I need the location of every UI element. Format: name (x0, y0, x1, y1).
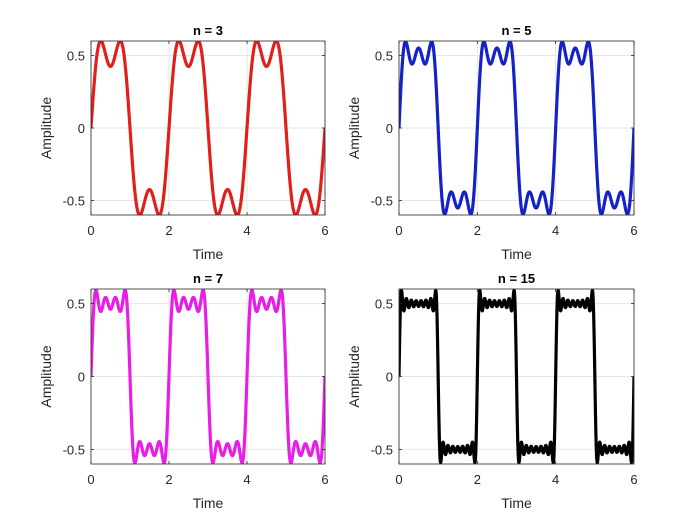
y-tick-label: -0.5 (63, 442, 85, 457)
y-tick-label: 0 (78, 370, 85, 385)
y-tick-label: 0.5 (375, 297, 393, 312)
x-tick-label: 2 (474, 472, 481, 487)
x-tick-label: 6 (321, 223, 328, 238)
y-tick-label: 0.5 (67, 297, 85, 312)
y-tick-label: 0 (386, 370, 393, 385)
x-tick-label: 4 (243, 223, 250, 238)
series-line (91, 41, 325, 215)
y-axis-label: Amplitude (346, 97, 362, 159)
y-axis-label: Amplitude (38, 97, 54, 159)
series-line (399, 41, 634, 215)
x-tick-label: 0 (395, 472, 402, 487)
x-tick-label: 2 (165, 472, 172, 487)
y-tick-label: -0.5 (371, 442, 393, 457)
x-tick-label: 2 (165, 223, 172, 238)
y-tick-label: -0.5 (371, 194, 393, 209)
y-tick-label: 0 (78, 121, 85, 136)
series-line (91, 289, 325, 464)
subplot-title: n = 5 (502, 23, 532, 38)
y-axis-label: Amplitude (38, 345, 54, 407)
y-tick-label: -0.5 (63, 194, 85, 209)
x-tick-label: 2 (474, 223, 481, 238)
x-tick-label: 6 (321, 472, 328, 487)
x-tick-label: 6 (630, 472, 637, 487)
x-axis-label: Time (501, 495, 532, 511)
y-tick-label: 0.5 (375, 49, 393, 64)
y-axis-label: Amplitude (346, 345, 362, 407)
x-tick-label: 0 (87, 472, 94, 487)
series-line (399, 289, 634, 464)
x-tick-label: 4 (243, 472, 250, 487)
x-axis-label: Time (193, 495, 224, 511)
x-axis-label: Time (193, 246, 224, 262)
x-axis-label: Time (501, 246, 532, 262)
y-tick-label: 0.5 (67, 49, 85, 64)
x-tick-label: 4 (552, 472, 559, 487)
subplot-title: n = 15 (498, 271, 535, 286)
x-tick-label: 6 (630, 223, 637, 238)
x-tick-label: 0 (395, 223, 402, 238)
subplot-title: n = 3 (193, 23, 223, 38)
x-tick-label: 4 (552, 223, 559, 238)
x-tick-label: 0 (87, 223, 94, 238)
subplot-title: n = 7 (193, 271, 223, 286)
y-tick-label: 0 (386, 121, 393, 136)
